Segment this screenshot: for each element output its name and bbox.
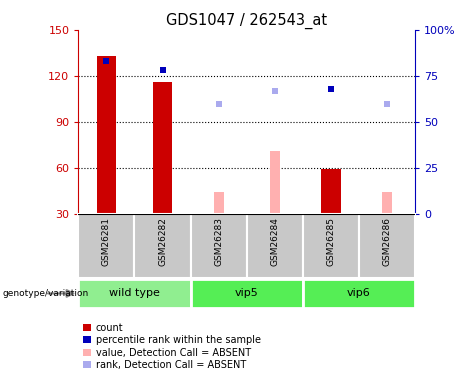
- Text: wild type: wild type: [109, 288, 160, 298]
- Bar: [153, 82, 172, 214]
- Text: GSM26286: GSM26286: [382, 217, 391, 266]
- Bar: [190, 214, 247, 278]
- Text: genotype/variation: genotype/variation: [2, 289, 89, 298]
- Text: GSM26281: GSM26281: [102, 217, 111, 266]
- Bar: [190, 279, 303, 308]
- Text: vip6: vip6: [347, 288, 371, 298]
- Bar: [247, 214, 303, 278]
- Bar: [78, 279, 190, 308]
- Bar: [78, 214, 135, 278]
- Bar: [97, 56, 116, 214]
- Bar: [135, 214, 190, 278]
- Bar: [270, 151, 280, 214]
- Text: GSM26284: GSM26284: [270, 217, 279, 266]
- Bar: [303, 279, 415, 308]
- Text: GSM26282: GSM26282: [158, 217, 167, 266]
- Bar: [213, 192, 224, 214]
- Title: GDS1047 / 262543_at: GDS1047 / 262543_at: [166, 12, 327, 28]
- Bar: [359, 214, 415, 278]
- Bar: [303, 214, 359, 278]
- Legend: count, percentile rank within the sample, value, Detection Call = ABSENT, rank, : count, percentile rank within the sample…: [83, 323, 261, 370]
- Bar: [321, 170, 341, 214]
- Text: GSM26283: GSM26283: [214, 217, 223, 266]
- Bar: [382, 192, 392, 214]
- Text: vip5: vip5: [235, 288, 259, 298]
- Text: GSM26285: GSM26285: [326, 217, 335, 266]
